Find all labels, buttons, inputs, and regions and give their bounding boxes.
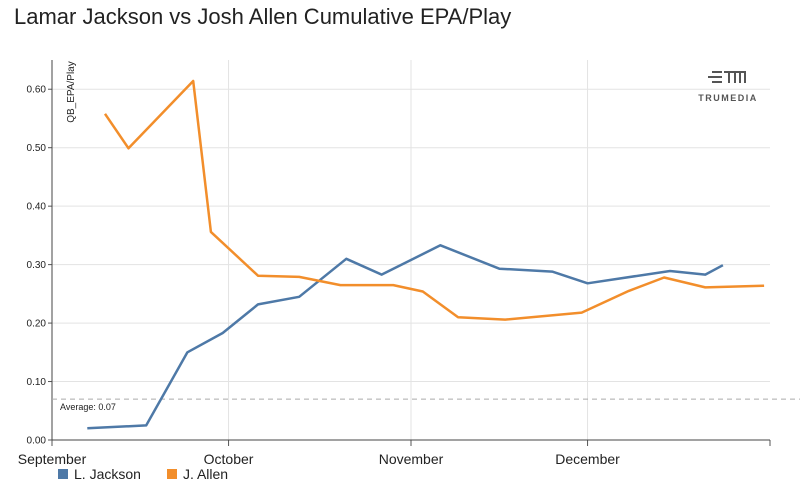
legend-item-allen[interactable]: J. Allen	[166, 466, 229, 482]
x-tick-label: November	[379, 451, 444, 467]
series-line-allen	[103, 79, 765, 321]
y-tick-label: 0.60	[27, 85, 47, 96]
x-tick-label: September	[18, 451, 87, 467]
trumedia-logo-icon	[708, 71, 746, 83]
x-tick-label: October	[204, 451, 254, 467]
x-tick-label: December	[555, 451, 620, 467]
average-label: Average: 0.07	[60, 402, 116, 412]
y-tick-label: 0.20	[27, 319, 47, 330]
y-tick-label: 0.40	[27, 202, 47, 213]
y-tick-label: 0.30	[27, 260, 47, 271]
legend-swatch-allen	[166, 469, 177, 479]
legend-swatch-jackson	[58, 469, 68, 479]
y-tick-label: 0.00	[27, 436, 47, 447]
legend-label-jackson: L. Jackson	[74, 466, 141, 482]
series-line-jackson	[87, 244, 724, 430]
y-axis-label: QB_EPA/Play	[66, 61, 77, 123]
logo-text: TRUMEDIA	[698, 93, 758, 103]
legend: L. Jackson J. Allen	[58, 466, 228, 482]
legend-item-jackson[interactable]: L. Jackson	[58, 466, 141, 482]
y-tick-label: 0.50	[27, 143, 47, 154]
trumedia-logo: TRUMEDIA	[696, 68, 760, 103]
chart-title: Lamar Jackson vs Josh Allen Cumulative E…	[14, 4, 512, 29]
legend-label-allen: J. Allen	[182, 466, 229, 482]
y-tick-label: 0.10	[27, 377, 47, 388]
